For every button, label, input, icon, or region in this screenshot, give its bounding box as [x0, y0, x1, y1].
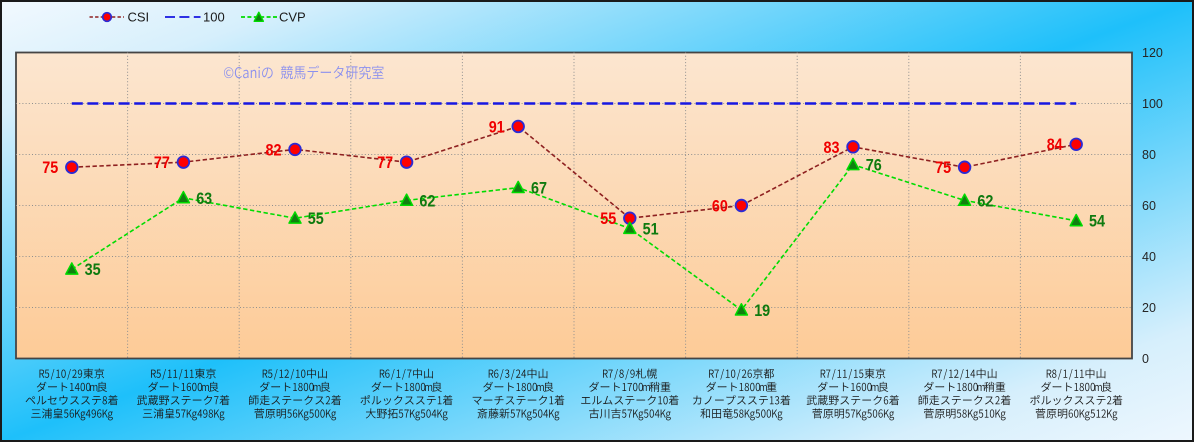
svg-text:60: 60 — [1142, 199, 1156, 213]
svg-text:CVP: CVP — [279, 10, 306, 25]
svg-text:75: 75 — [935, 159, 951, 177]
svg-text:76: 76 — [866, 157, 882, 175]
svg-text:100: 100 — [203, 10, 225, 25]
svg-text:91: 91 — [489, 118, 505, 136]
svg-text:62: 62 — [419, 192, 435, 210]
svg-text:63: 63 — [196, 190, 212, 208]
svg-text:75: 75 — [42, 159, 58, 177]
svg-text:CSI: CSI — [128, 10, 150, 25]
svg-text:80: 80 — [1142, 148, 1156, 162]
svg-text:40: 40 — [1142, 250, 1156, 264]
svg-text:62: 62 — [977, 192, 993, 210]
svg-text:83: 83 — [824, 139, 840, 157]
svg-text:51: 51 — [643, 220, 659, 238]
svg-text:60: 60 — [712, 197, 728, 215]
svg-text:19: 19 — [754, 302, 770, 320]
svg-text:0: 0 — [1142, 352, 1149, 366]
svg-text:84: 84 — [1047, 136, 1063, 154]
svg-text:55: 55 — [308, 210, 324, 228]
svg-text:54: 54 — [1089, 213, 1105, 231]
svg-text:20: 20 — [1142, 301, 1156, 315]
svg-text:55: 55 — [600, 210, 616, 228]
svg-text:120: 120 — [1142, 46, 1163, 60]
svg-text:35: 35 — [85, 261, 101, 279]
svg-text:82: 82 — [266, 141, 282, 159]
svg-text:77: 77 — [377, 154, 393, 172]
svg-text:67: 67 — [531, 180, 547, 198]
svg-text:77: 77 — [154, 154, 170, 172]
svg-text:100: 100 — [1142, 97, 1163, 111]
